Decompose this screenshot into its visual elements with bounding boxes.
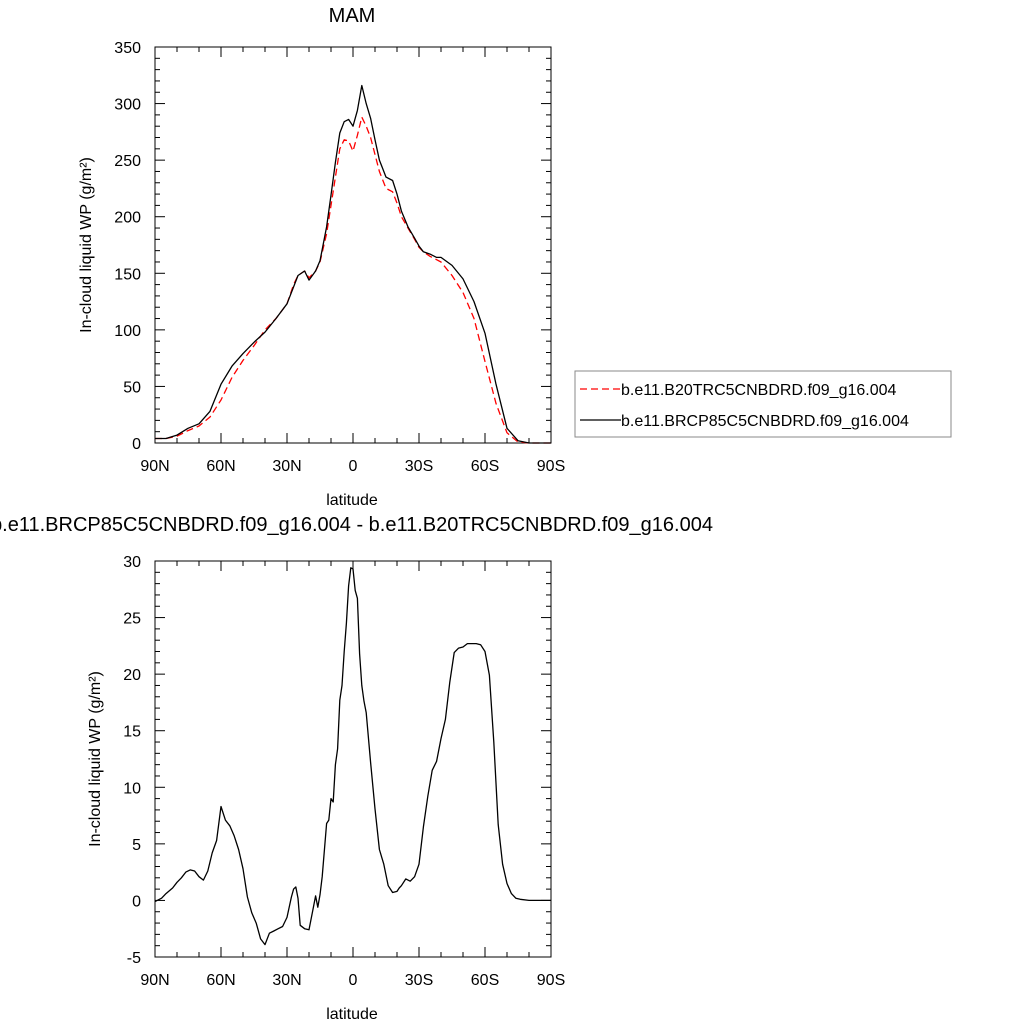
x-axis-label: latitude [326, 1006, 378, 1023]
x-axis-label: latitude [326, 492, 378, 509]
axis-ticks: 90N 60N 30N 0 30S 60S 90S 0 50 100 150 200 250 300 350 [114, 40, 565, 475]
chart-title: b.e11.BRCP85C5CNBDRD.f09_g16.004 - b.e11… [0, 514, 713, 536]
x-tick-label: 60S [471, 458, 499, 475]
x-tick-label: 30N [272, 458, 301, 475]
y-tick-label: 10 [123, 780, 141, 797]
legend: b.e11.B20TRC5CNBDRD.f09_g16.004 b.e11.BR… [574, 370, 952, 438]
x-tick-label: 0 [349, 458, 358, 475]
x-tick-label: 90S [537, 458, 565, 475]
series-lines [155, 84, 551, 444]
series-lines [154, 567, 551, 946]
y-tick-label: 200 [114, 210, 141, 227]
axis-ticks: 90N 60N 30N 0 30S 60S 90S -5 0 5 10 15 20 25 30 [123, 554, 565, 989]
x-tick-label: 0 [349, 972, 358, 989]
y-tick-label: 20 [123, 667, 141, 684]
y-tick-label: 0 [132, 893, 141, 910]
y-tick-label: 100 [114, 323, 141, 340]
x-tick-label: 30S [405, 972, 433, 989]
y-tick-label: 15 [123, 724, 141, 741]
y-tick-label: 5 [132, 837, 141, 854]
y-tick-label: 50 [123, 379, 141, 396]
legend-label-series-1: b.e11.B20TRC5CNBDRD.f09_g16.004 [621, 382, 897, 399]
plot-frame [154, 560, 552, 958]
x-tick-label: 90N [140, 458, 169, 475]
series-line-2 [155, 84, 551, 444]
x-tick-label: 30S [405, 458, 433, 475]
y-tick-label: 150 [114, 266, 141, 283]
legend-label-series-2: b.e11.BRCP85C5CNBDRD.f09_g16.004 [621, 413, 909, 430]
bottom-chart: b.e11.BRCP85C5CNBDRD.f09_g16.004 - b.e11… [0, 514, 713, 1023]
x-tick-label: 90N [140, 972, 169, 989]
y-axis-label: In-cloud liquid WP (g/m²) [87, 671, 104, 847]
plot-frame [154, 46, 552, 444]
y-axis-label: In-cloud liquid WP (g/m²) [78, 157, 95, 333]
series-line-1 [154, 567, 551, 946]
y-tick-label: 25 [123, 611, 141, 628]
x-tick-label: 30N [272, 972, 301, 989]
x-tick-label: 60N [206, 458, 235, 475]
top-chart: MAM 90N 60N 30N 0 30S 60S 90S 0 50 100 150 200 250 30… [78, 5, 952, 509]
series-line-1 [155, 116, 551, 444]
y-tick-label: 250 [114, 153, 141, 170]
y-tick-label: -5 [127, 950, 141, 967]
y-tick-label: 0 [132, 436, 141, 453]
legend-box [574, 370, 952, 438]
x-tick-label: 60N [206, 972, 235, 989]
y-tick-label: 300 [114, 97, 141, 114]
chart-title: MAM [329, 5, 376, 27]
y-tick-label: 350 [114, 40, 141, 57]
x-tick-label: 60S [471, 972, 499, 989]
y-tick-label: 30 [123, 554, 141, 571]
x-tick-label: 90S [537, 972, 565, 989]
